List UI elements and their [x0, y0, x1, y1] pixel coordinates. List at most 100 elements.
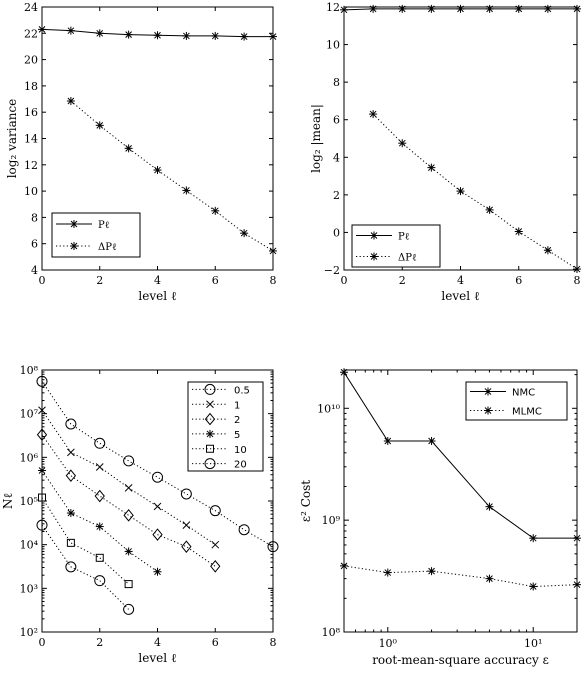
x-tick-label: 0	[39, 274, 46, 287]
series-1	[36, 375, 279, 553]
data-point	[66, 538, 75, 547]
y-tick-label: 10⁷	[20, 408, 39, 421]
data-point	[340, 368, 348, 377]
data-point	[152, 528, 163, 541]
y-tick-label: 10⁶	[20, 451, 39, 464]
x-tick-label: 6	[212, 274, 219, 287]
data-point	[36, 519, 48, 531]
series-line	[343, 371, 577, 539]
legend-marker	[206, 400, 214, 409]
y-tick-label: 8	[333, 76, 340, 89]
data-point	[66, 26, 75, 35]
data-point	[514, 227, 523, 236]
data-point	[94, 489, 105, 503]
y-tick-label: 10¹⁰	[317, 402, 340, 415]
data-point	[210, 559, 221, 573]
y-tick-label: 12	[24, 159, 38, 172]
data-point	[485, 574, 494, 583]
data-point	[398, 4, 407, 13]
data-point	[38, 25, 46, 34]
data-point	[427, 567, 436, 576]
legend-label: ΔPℓ	[398, 253, 417, 264]
data-point	[383, 437, 392, 446]
data-point	[66, 509, 75, 518]
data-point	[123, 603, 135, 615]
data-point	[383, 568, 392, 577]
y-tick-label: 16	[24, 106, 38, 119]
x-axis-label: level ℓ	[138, 289, 176, 303]
x-tick-label: 2	[96, 274, 103, 287]
data-point	[514, 4, 523, 13]
data-point	[94, 437, 106, 449]
data-point	[182, 186, 191, 195]
data-point	[543, 4, 552, 13]
x-tick-label: 4	[154, 636, 161, 649]
data-point	[267, 541, 279, 553]
y-axis-label: log₂ variance	[5, 99, 19, 179]
y-tick-label: 10	[24, 185, 38, 198]
legend: 0.5 1 2 5 10 20	[187, 381, 264, 472]
data-point	[427, 437, 436, 446]
series-line	[41, 470, 158, 573]
legend-label: 1	[234, 400, 240, 411]
data-point	[153, 567, 162, 576]
data-point	[573, 534, 581, 543]
legend-marker	[370, 231, 378, 240]
y-tick-label: 24	[24, 1, 38, 14]
y-tick-label: 10⁵	[20, 495, 38, 508]
legend-label: 0.5	[234, 385, 250, 396]
legend-label: Pℓ	[398, 232, 410, 243]
y-tick-label: 4	[31, 264, 38, 277]
series-1	[340, 4, 581, 14]
legend-marker	[204, 458, 216, 470]
data-point	[124, 484, 133, 492]
legend-box	[187, 381, 264, 472]
x-tick-label: 8	[270, 636, 277, 649]
legend-marker	[206, 429, 214, 438]
data-point	[529, 582, 538, 591]
series-line	[70, 100, 274, 252]
legend-label: MLMC	[512, 407, 542, 418]
series-2	[38, 406, 220, 549]
x-tick-label: 8	[270, 274, 277, 287]
x-tick-label: 2	[96, 636, 103, 649]
data-point	[573, 265, 581, 274]
legend-marker	[484, 387, 492, 396]
data-point	[180, 488, 192, 500]
x-axis-label: level ℓ	[441, 289, 479, 303]
y-tick-label: 10⁹	[322, 514, 341, 527]
series-6	[36, 519, 135, 615]
y-tick-label: 14	[24, 133, 38, 146]
data-point	[152, 471, 163, 483]
data-point	[124, 547, 133, 556]
legend-marker	[204, 412, 216, 426]
series-1	[38, 25, 277, 41]
data-point	[182, 521, 191, 529]
legend-box	[51, 212, 141, 258]
y-tick-label: 20	[24, 54, 38, 67]
data-point	[369, 4, 378, 13]
legend-label: 2	[234, 415, 240, 426]
legend: NMC MLMC	[465, 381, 568, 421]
data-point	[95, 522, 104, 531]
y-tick-label: 6	[333, 114, 340, 127]
data-point	[123, 509, 134, 522]
data-point	[456, 4, 465, 13]
x-axis-label: level ℓ	[138, 651, 176, 665]
data-point	[123, 455, 135, 467]
data-point	[153, 502, 162, 511]
y-tick-label: 0	[333, 226, 340, 239]
data-point	[95, 463, 104, 471]
data-point	[94, 575, 106, 587]
data-point	[269, 246, 277, 255]
data-point	[240, 32, 249, 41]
x-tick-label: 0	[341, 274, 348, 287]
legend-box	[351, 224, 441, 268]
x-tick-label: 4	[457, 274, 464, 287]
data-point	[182, 31, 191, 40]
x-tick-label: 4	[154, 274, 161, 287]
data-point	[573, 4, 581, 13]
series-4	[38, 466, 162, 576]
x-tick-label: 0	[39, 636, 46, 649]
